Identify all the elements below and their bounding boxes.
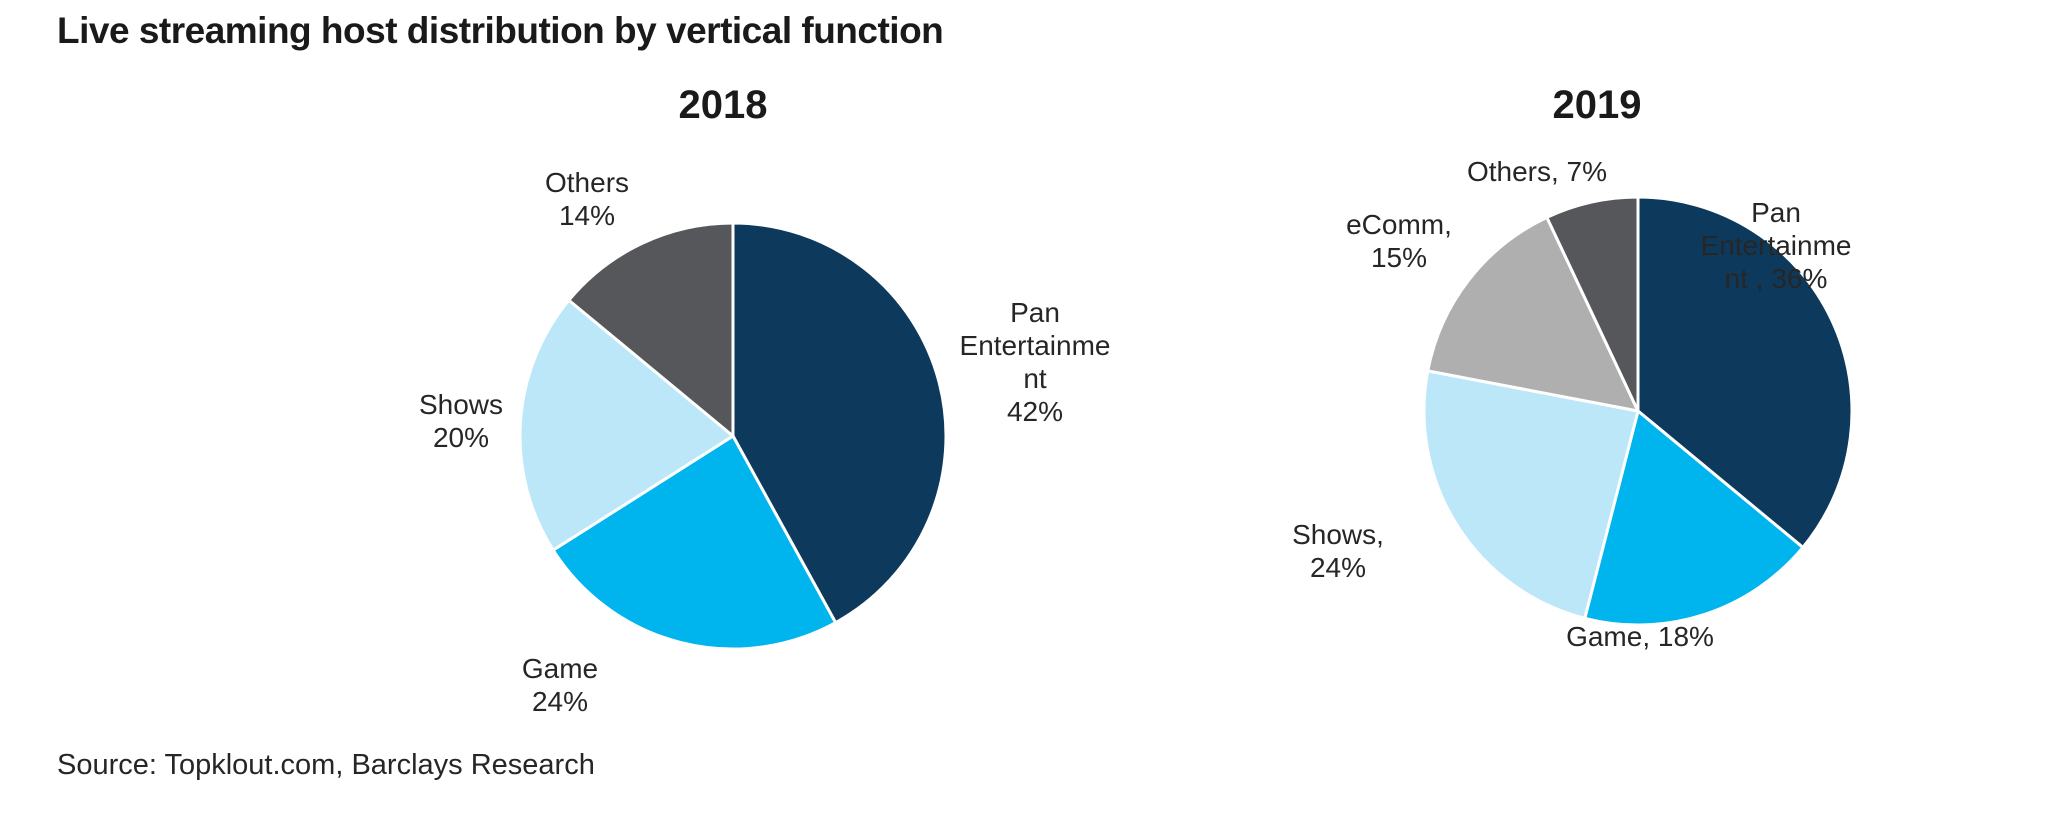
pie-slice-2018-game xyxy=(551,434,838,651)
slice-label-2019-ecomm: eComm, 15% xyxy=(1346,208,1452,274)
slice-label-2018-game: Game 24% xyxy=(522,652,598,718)
slice-label-line: eComm, xyxy=(1346,209,1452,240)
slice-label-line: 24% xyxy=(531,686,589,717)
slice-label-2019-shows: Shows, 24% xyxy=(1292,518,1384,584)
slice-label-line: Pan xyxy=(1751,197,1801,228)
slice-label-line: Others xyxy=(544,167,630,198)
pie-slice-2019-ecomm xyxy=(1426,215,1640,413)
slice-label-line: nt xyxy=(1023,363,1047,394)
slice-label-line: Entertainme xyxy=(1700,230,1852,261)
slice-label-2019-game: Game, 18% xyxy=(1566,620,1714,653)
slice-label-line: Game xyxy=(521,653,599,684)
pie-slice-2018-shows xyxy=(518,298,735,552)
slice-label-line: Game, 18% xyxy=(1566,621,1714,652)
slice-label-2019-pan-entertainment: Pan Entertainme nt , 36% xyxy=(1701,196,1852,295)
pie-slice-2019-game xyxy=(1583,409,1805,627)
pie-svg-2019 xyxy=(1422,195,1854,627)
source-note: Source: Topklout.com, Barclays Research xyxy=(57,749,595,781)
slice-label-line: 20% xyxy=(432,422,490,453)
pie-slice-2019-shows xyxy=(1422,369,1640,620)
slice-label-line: 42% xyxy=(1006,396,1064,427)
slice-label-line: 14% xyxy=(558,200,616,231)
pie-slice-2018-pan-entertainment xyxy=(731,221,948,625)
slice-label-line: Pan xyxy=(1010,297,1060,328)
slice-label-line: Entertainme xyxy=(959,330,1111,361)
slice-label-line: Others, 7% xyxy=(1466,156,1608,187)
pie-slice-2019-others xyxy=(1545,195,1640,413)
slice-label-2018-others: Others 14% xyxy=(545,166,629,232)
pie-slice-2019-pan-entertainment xyxy=(1636,195,1854,549)
slice-label-line: nt , 36% xyxy=(1724,263,1828,294)
slice-label-2018-shows: Shows 20% xyxy=(419,388,503,454)
slice-label-line: Shows xyxy=(418,389,504,420)
slice-label-2018-pan-entertainment: Pan Entertainme nt 42% xyxy=(960,296,1111,428)
pie-svg-2018 xyxy=(518,221,948,651)
chart-title-2019: 2019 xyxy=(1552,83,1642,127)
chart-title-2018: 2018 xyxy=(678,83,768,127)
pie-slice-2018-others xyxy=(567,221,735,438)
slice-label-line: 15% xyxy=(1370,242,1428,273)
slice-label-2019-others: Others, 7% xyxy=(1467,155,1607,188)
slice-label-line: Shows, xyxy=(1292,519,1384,550)
slice-label-line: 24% xyxy=(1309,552,1367,583)
page-title: Live streaming host distribution by vert… xyxy=(57,10,944,51)
